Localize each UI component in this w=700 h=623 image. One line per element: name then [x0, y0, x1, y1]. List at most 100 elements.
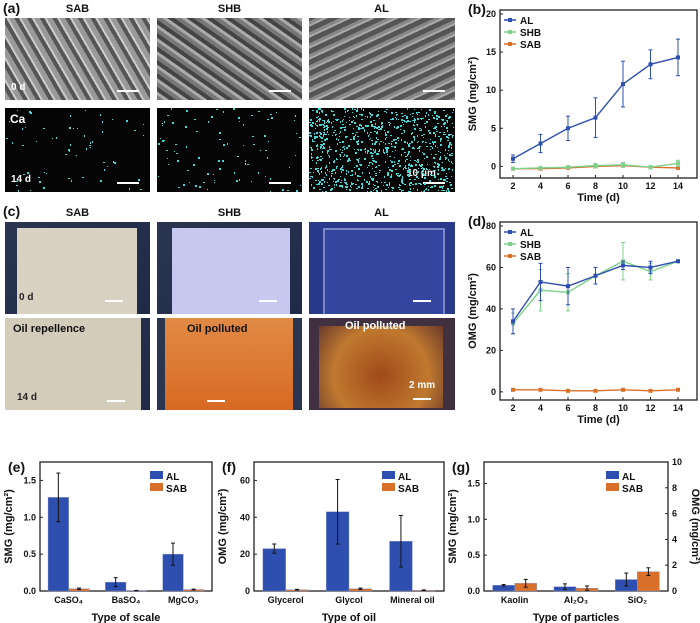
- ca-dot: [422, 117, 425, 120]
- ca-dot: [310, 147, 313, 150]
- ca-dot: [388, 124, 391, 126]
- ca-dot: [69, 144, 72, 146]
- ca-dot: [294, 115, 297, 117]
- legend-label-AL: AL: [520, 228, 533, 239]
- ca-dot: [321, 140, 323, 143]
- ca-dot: [17, 190, 20, 192]
- y-tick-label: 60: [240, 475, 250, 485]
- ca-dot: [402, 115, 404, 118]
- ca-dot: [317, 167, 319, 170]
- ca-dot: [21, 128, 24, 130]
- ca-dot: [161, 124, 164, 127]
- ca-dot: [417, 161, 420, 163]
- ca-dot: [195, 185, 197, 187]
- ca-dot: [344, 129, 346, 131]
- scale-bar: [423, 182, 445, 184]
- ca-dot: [443, 109, 445, 112]
- ca-dot: [443, 154, 446, 157]
- ca-dot: [317, 171, 320, 174]
- ca-dot: [421, 134, 423, 137]
- ca-dot: [359, 124, 361, 126]
- ca-dot: [359, 175, 361, 178]
- ca-dot: [382, 184, 385, 187]
- ca-dot: [320, 155, 322, 158]
- ca-dot: [391, 186, 393, 189]
- ca-dot: [422, 170, 425, 172]
- ca-dot: [238, 117, 240, 119]
- ca-dot: [409, 155, 412, 158]
- ca-dot: [176, 152, 178, 155]
- ca-dot: [372, 178, 375, 180]
- ca-dot: [358, 157, 361, 160]
- ca-dot: [426, 156, 428, 158]
- ca-dot: [408, 164, 410, 166]
- ca-dot: [375, 174, 377, 177]
- ca-dot: [163, 139, 165, 142]
- legend-label-SAB: SAB: [520, 40, 541, 51]
- ca-dot: [409, 142, 411, 145]
- ca-dot: [406, 158, 408, 161]
- photo-al-0d: [309, 222, 455, 314]
- ca-dot: [409, 159, 412, 162]
- scale-bar: [105, 300, 123, 302]
- ca-dot: [364, 115, 367, 118]
- ca-dot: [421, 141, 424, 143]
- ca-dot: [429, 132, 431, 134]
- ca-dot: [266, 157, 269, 159]
- ca-dot: [84, 109, 87, 112]
- y-tick-label: 80: [486, 221, 496, 231]
- ca-dot: [407, 171, 409, 174]
- ca-dot: [83, 135, 86, 137]
- ca-dot: [175, 143, 177, 146]
- ca-dot: [282, 189, 284, 191]
- scale-bar: [107, 400, 125, 402]
- ca-dot: [39, 181, 41, 183]
- ca-dot: [423, 168, 425, 171]
- ca-dot: [352, 127, 355, 130]
- ca-dot: [376, 180, 378, 183]
- ca-dot: [335, 150, 337, 152]
- ca-dot: [433, 117, 435, 119]
- y-axis-title: OMG (mg/cm²): [467, 273, 479, 349]
- ca-dot: [346, 110, 349, 112]
- ca-dot: [360, 108, 363, 110]
- legend-marker: [508, 42, 512, 46]
- ca-dot: [429, 148, 432, 151]
- ca-dot: [353, 136, 355, 138]
- ca-dot: [408, 183, 411, 185]
- legend-label-AL: AL: [398, 472, 411, 483]
- ca-dot: [438, 116, 440, 118]
- ca-dot: [334, 134, 337, 136]
- ca-dot: [349, 159, 351, 162]
- ca-dot: [299, 184, 301, 187]
- ca-dot: [439, 158, 441, 160]
- ca-dot: [324, 133, 326, 136]
- x-tick-label: 12: [645, 181, 655, 191]
- ca-dot: [346, 155, 348, 157]
- ca-dot: [342, 126, 344, 129]
- ca-dot: [437, 150, 440, 153]
- ca-dot: [316, 111, 318, 113]
- ca-dot: [296, 190, 298, 192]
- ca-dot: [38, 176, 40, 179]
- ca-dot: [322, 179, 324, 181]
- ca-dot: [446, 177, 448, 180]
- ca-dot: [358, 128, 360, 131]
- ca-dot: [398, 183, 401, 186]
- ca-dot: [327, 150, 329, 152]
- ca-dot: [222, 111, 225, 113]
- ca-dot: [405, 121, 408, 123]
- ca-dot: [335, 184, 338, 186]
- ca-dot: [353, 166, 356, 169]
- ca-dot: [106, 165, 109, 168]
- ca-dot: [387, 131, 389, 133]
- ca-dot: [310, 153, 313, 155]
- ca-dot: [294, 154, 297, 157]
- ca-dot: [318, 135, 321, 137]
- ca-dot: [380, 181, 383, 184]
- ca-dot: [430, 153, 433, 156]
- ca-dot: [322, 135, 325, 137]
- ca-dot: [396, 113, 398, 116]
- ca-dot: [349, 123, 351, 126]
- ca-dot: [393, 126, 396, 128]
